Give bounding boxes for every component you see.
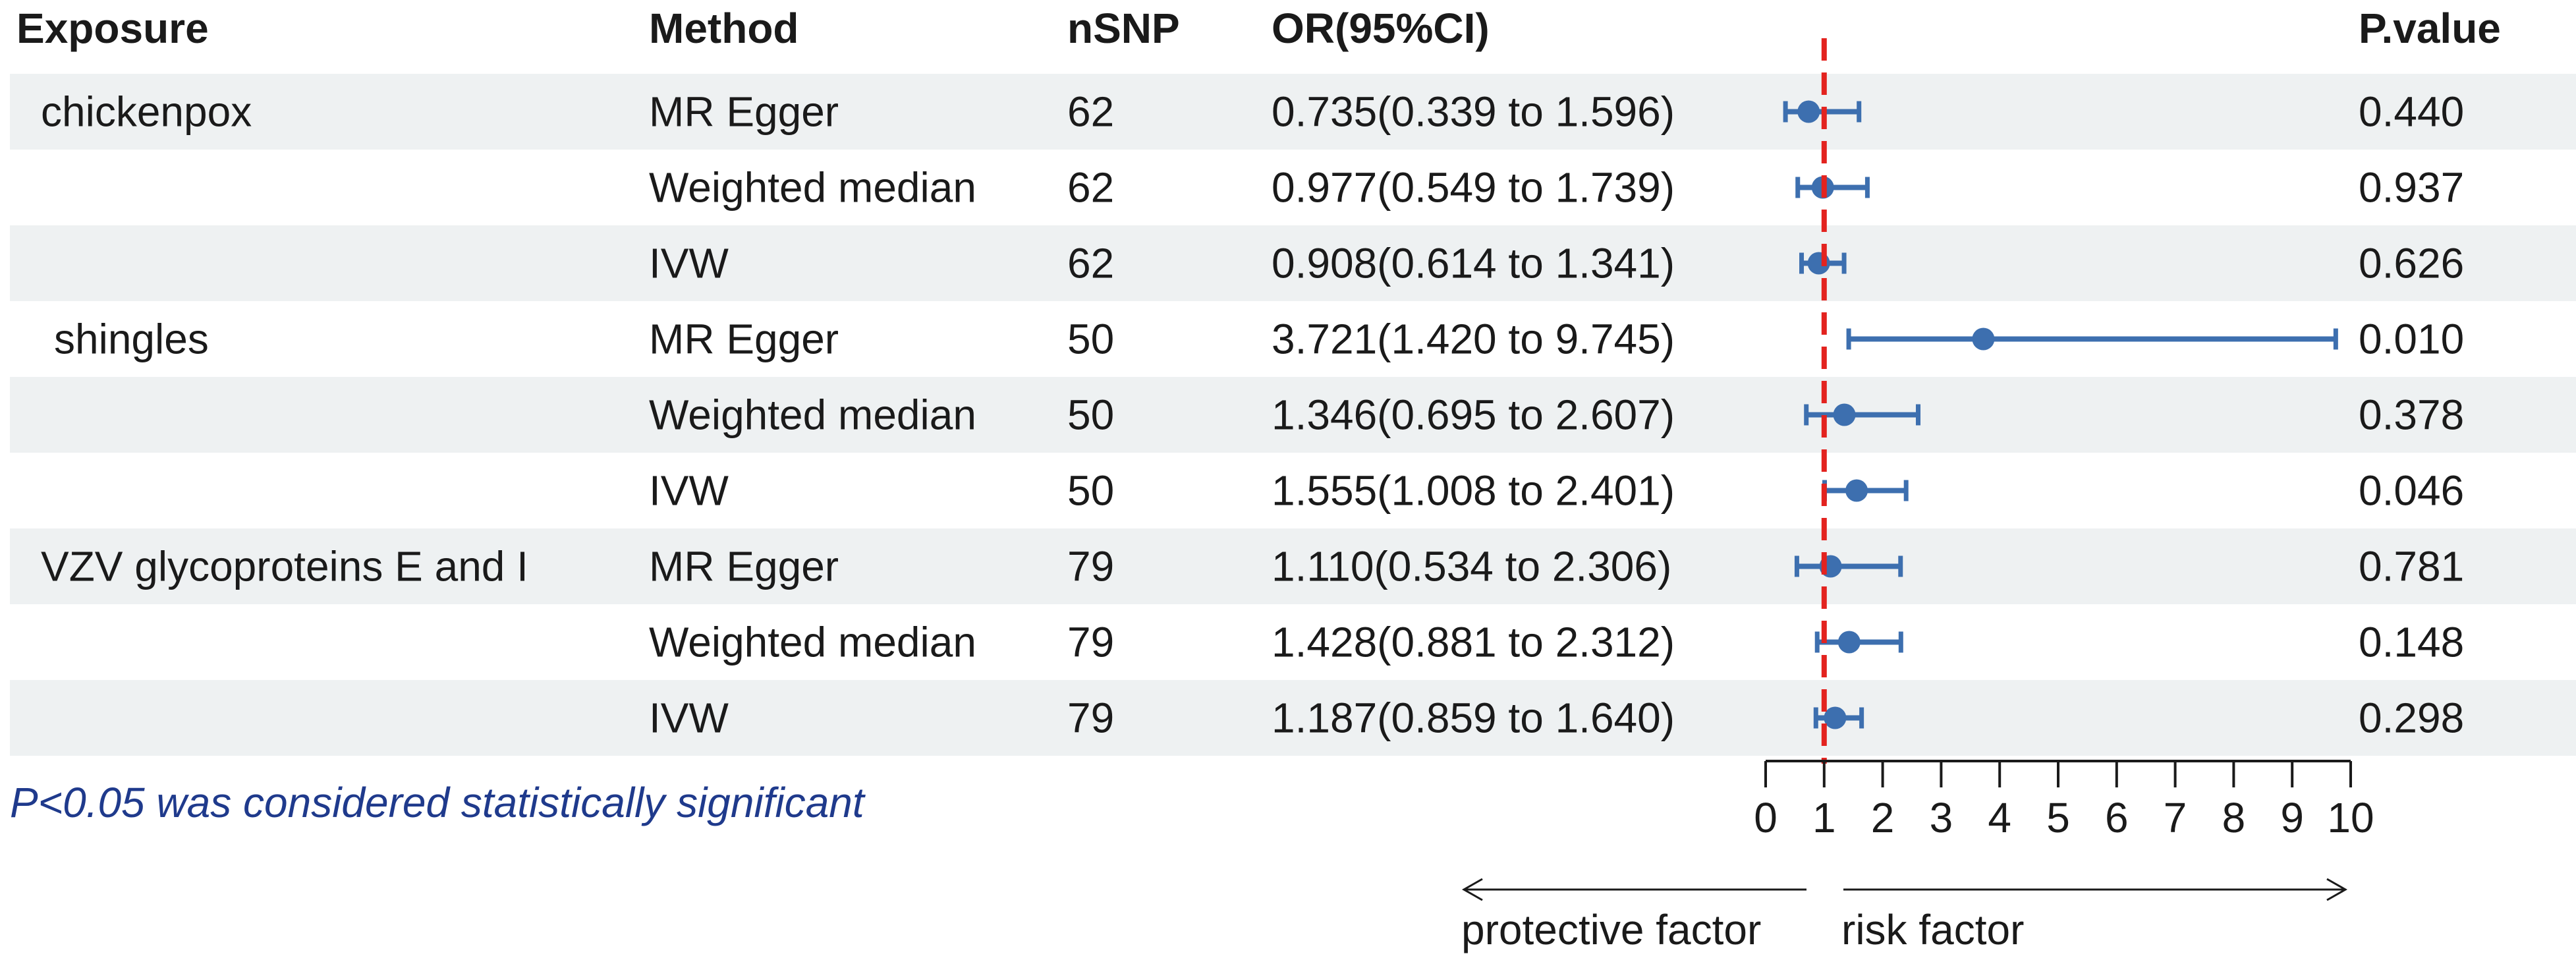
cell-or: 1.428(0.881 to 2.312): [1272, 619, 1675, 666]
cell-or: 1.187(0.859 to 1.640): [1272, 695, 1675, 742]
header-method: Method: [649, 5, 799, 52]
cell-pvalue: 0.046: [2359, 467, 2464, 515]
table-header: Exposure Method nSNP OR(95%CI) P.value: [16, 5, 2501, 52]
point-estimate: [1833, 403, 1856, 426]
cell-method: MR Egger: [649, 543, 839, 590]
point-estimate: [1837, 631, 1861, 654]
cell-nsnp: 79: [1067, 619, 1114, 666]
cell-pvalue: 0.298: [2359, 695, 2464, 742]
protective-factor-label: protective factor: [1461, 906, 1761, 953]
cell-method: Weighted median: [649, 619, 976, 666]
footnote: P<0.05 was considered statistically sign…: [10, 779, 866, 826]
cell-nsnp: 50: [1067, 391, 1114, 439]
row-band: [10, 225, 2576, 301]
cell-pvalue: 0.148: [2359, 619, 2464, 666]
cell-or: 0.735(0.339 to 1.596): [1272, 88, 1675, 136]
cell-method: Weighted median: [649, 164, 976, 212]
tick-label: 10: [2327, 794, 2374, 841]
cell-nsnp: 62: [1067, 88, 1114, 136]
cell-nsnp: 79: [1067, 543, 1114, 590]
cell-pvalue: 0.937: [2359, 164, 2464, 212]
direction-indicator: protective factor risk factor: [1461, 878, 2348, 953]
header-nsnp: nSNP: [1067, 5, 1180, 52]
row-band: [10, 377, 2576, 453]
point-estimate: [1972, 327, 1995, 351]
cell-exposure: shingles: [54, 316, 209, 363]
tick-label: 0: [1754, 794, 1778, 841]
cell-method: MR Egger: [649, 88, 839, 136]
risk-factor-label: risk factor: [1841, 906, 2024, 953]
tick-label: 4: [1988, 794, 2011, 841]
cell-or: 0.977(0.549 to 1.739): [1272, 164, 1675, 212]
cell-method: IVW: [649, 240, 729, 287]
cell-method: IVW: [649, 695, 729, 742]
cell-nsnp: 50: [1067, 316, 1114, 363]
cell-pvalue: 0.626: [2359, 240, 2464, 287]
risk-arrow-head: [2326, 878, 2348, 901]
protective-arrow-head: [1461, 878, 1483, 901]
x-axis: 0 1 2 3 4 5 6 7 8 9 10: [1754, 760, 2374, 841]
header-or: OR(95%CI): [1272, 5, 1490, 52]
cell-or: 1.110(0.534 to 2.306): [1272, 543, 1671, 590]
cell-nsnp: 62: [1067, 164, 1114, 212]
row-band: [10, 74, 2576, 150]
header-pvalue: P.value: [2359, 5, 2501, 52]
point-estimate: [1824, 706, 1847, 729]
cell-pvalue: 0.440: [2359, 88, 2464, 136]
tick-label: 6: [2105, 794, 2129, 841]
point-estimate: [1797, 100, 1820, 123]
tick-label: 1: [1812, 794, 1836, 841]
cell-or: 0.908(0.614 to 1.341): [1272, 240, 1675, 287]
cell-method: IVW: [649, 467, 729, 515]
header-exposure: Exposure: [16, 5, 209, 52]
cell-pvalue: 0.781: [2359, 543, 2464, 590]
cell-method: MR Egger: [649, 316, 839, 363]
cell-or: 1.555(1.008 to 2.401): [1272, 467, 1675, 515]
cell-or: 1.346(0.695 to 2.607): [1272, 391, 1675, 439]
cell-nsnp: 62: [1067, 240, 1114, 287]
row-band: [10, 680, 2576, 756]
row-band: [10, 528, 2576, 604]
tick-label: 3: [1930, 794, 1953, 841]
cell-pvalue: 0.378: [2359, 391, 2464, 439]
cell-method: Weighted median: [649, 391, 976, 439]
tick-label: 8: [2222, 794, 2246, 841]
tick-label: 5: [2046, 794, 2070, 841]
cell-nsnp: 50: [1067, 467, 1114, 515]
tick-label: 7: [2164, 794, 2187, 841]
tick-label: 9: [2280, 794, 2304, 841]
cell-exposure: chickenpox: [41, 88, 252, 136]
row-bands: [10, 74, 2576, 756]
point-estimate: [1845, 479, 1868, 502]
tick-label: 2: [1871, 794, 1895, 841]
cell-or: 3.721(1.420 to 9.745): [1272, 316, 1675, 363]
table-rows: chickenpox MR Egger 62 0.735(0.339 to 1.596…: [41, 88, 2464, 742]
cell-exposure: VZV glycoproteins E and I: [41, 543, 528, 590]
cell-pvalue: 0.010: [2359, 316, 2464, 363]
cell-nsnp: 79: [1067, 695, 1114, 742]
